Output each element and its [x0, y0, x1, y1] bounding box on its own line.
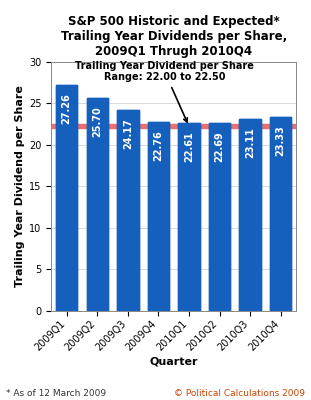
Bar	[239, 119, 261, 311]
Bar	[56, 85, 77, 311]
Bar	[239, 119, 261, 311]
Text: 24.17: 24.17	[123, 119, 133, 149]
X-axis label: Quarter: Quarter	[150, 357, 198, 367]
Bar	[51, 124, 296, 128]
Bar	[117, 110, 138, 311]
Text: 27.26: 27.26	[62, 93, 72, 124]
Text: 22.69: 22.69	[215, 131, 225, 162]
Title: S&P 500 Historic and Expected*
Trailing Year Dividends per Share,
2009Q1 Thrugh : S&P 500 Historic and Expected* Trailing …	[61, 15, 287, 58]
Bar	[117, 110, 138, 311]
Bar	[209, 123, 230, 311]
Bar	[270, 117, 291, 311]
Bar	[148, 122, 169, 311]
Bar	[270, 117, 291, 311]
Text: Trailing Year Dividend per Share
Range: 22.00 to 22.50: Trailing Year Dividend per Share Range: …	[75, 61, 254, 122]
Text: © Political Calculations 2009: © Political Calculations 2009	[174, 389, 305, 398]
Bar	[56, 85, 77, 311]
Bar	[178, 123, 200, 311]
Text: 23.33: 23.33	[276, 126, 286, 156]
Text: 23.11: 23.11	[245, 128, 255, 158]
Text: 25.70: 25.70	[92, 106, 102, 137]
Bar	[148, 122, 169, 311]
Bar	[86, 98, 108, 311]
Bar	[209, 123, 230, 311]
Text: 22.76: 22.76	[153, 130, 163, 161]
Bar	[178, 123, 200, 311]
Bar	[86, 98, 108, 311]
Text: 22.61: 22.61	[184, 132, 194, 162]
Y-axis label: Trailing Year Dividend per Share: Trailing Year Dividend per Share	[15, 86, 25, 287]
Text: * As of 12 March 2009: * As of 12 March 2009	[6, 389, 106, 398]
